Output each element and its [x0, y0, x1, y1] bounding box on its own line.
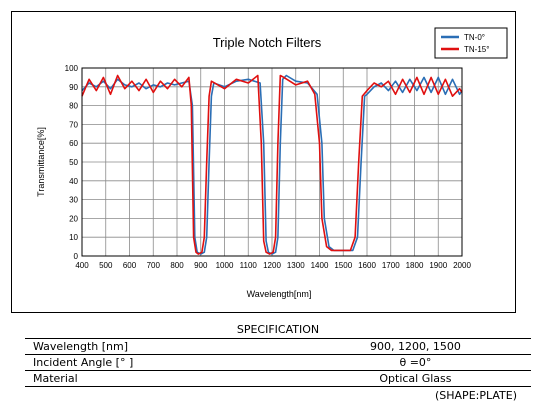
specification-section: SPECIFICATION Wavelength [nm] 900, 1200,… — [25, 322, 531, 402]
x-tick-label: 1300 — [287, 261, 305, 270]
y-tick-label: 90 — [69, 83, 78, 92]
y-tick-label: 50 — [69, 158, 78, 167]
legend-label-tn-0: TN-0° — [464, 33, 485, 42]
x-tick-label: 500 — [99, 261, 113, 270]
plot-border — [81, 67, 463, 257]
spec-label: Material — [25, 370, 300, 387]
x-tick-label: 2000 — [453, 261, 471, 270]
x-tick-label: 700 — [147, 261, 161, 270]
spec-label: Wavelength [nm] — [25, 338, 300, 355]
y-tick-label: 30 — [69, 196, 78, 205]
y-tick-label: 10 — [69, 233, 78, 242]
spec-value: Optical Glass — [299, 370, 531, 387]
spec-value: 900, 1200, 1500 — [299, 338, 531, 355]
x-tick-label: 1900 — [429, 261, 447, 270]
x-tick-label: 1100 — [240, 261, 258, 270]
legend-box — [434, 27, 508, 59]
transmittance-chart: 400 500 600 700 800 900 1000 1100 1200 1300 1400 15… — [36, 27, 508, 299]
chart-frame: 400 500 600 700 800 900 1000 1100 1200 1300 1400 15… — [11, 11, 516, 313]
x-tick-label: 1200 — [263, 261, 281, 270]
x-axis-label: Wavelength[nm] — [247, 289, 312, 299]
x-tick-label: 400 — [75, 261, 89, 270]
tick-labels: 400 500 600 700 800 900 1000 1100 1200 1300 1400 15… — [65, 64, 472, 270]
series-lines — [81, 74, 463, 255]
x-tick-label: 1800 — [406, 261, 424, 270]
specification-title: SPECIFICATION — [236, 323, 320, 336]
y-tick-label: 60 — [69, 139, 78, 148]
x-tick-label: 800 — [170, 261, 184, 270]
y-tick-label: 40 — [69, 177, 78, 186]
x-tick-label: 1700 — [382, 261, 400, 270]
legend-label-tn-15: TN-15° — [464, 45, 489, 54]
grid — [81, 67, 463, 257]
y-axis-label: Transmittance[%] — [36, 127, 46, 197]
y-tick-label: 20 — [69, 214, 78, 223]
x-tick-label: 1500 — [334, 261, 352, 270]
spec-value: θ =0° — [299, 354, 531, 371]
spec-row-material: Material Optical Glass — [25, 370, 531, 387]
spec-label: Incident Angle [° ] — [25, 354, 300, 371]
spec-row-incident-angle: Incident Angle [° ] θ =0° — [25, 354, 531, 371]
x-tick-label: 1600 — [358, 261, 376, 270]
spec-row-wavelength: Wavelength [nm] 900, 1200, 1500 — [25, 338, 531, 355]
x-tick-label: 600 — [123, 261, 137, 270]
legend: TN-0° TN-15° — [434, 27, 508, 59]
series-line-tn-15 — [81, 74, 463, 255]
y-tick-label: 100 — [65, 64, 79, 73]
y-tick-label: 0 — [74, 252, 79, 261]
y-tick-label: 70 — [69, 120, 78, 129]
x-tick-label: 1000 — [216, 261, 234, 270]
chart-title: Triple Notch Filters — [213, 35, 322, 50]
specification-table: Wavelength [nm] 900, 1200, 1500 Incident… — [25, 338, 531, 387]
shape-note: (SHAPE:PLATE) — [434, 389, 517, 402]
x-tick-label: 1400 — [311, 261, 329, 270]
y-tick-label: 80 — [69, 102, 78, 111]
x-tick-label: 900 — [194, 261, 208, 270]
